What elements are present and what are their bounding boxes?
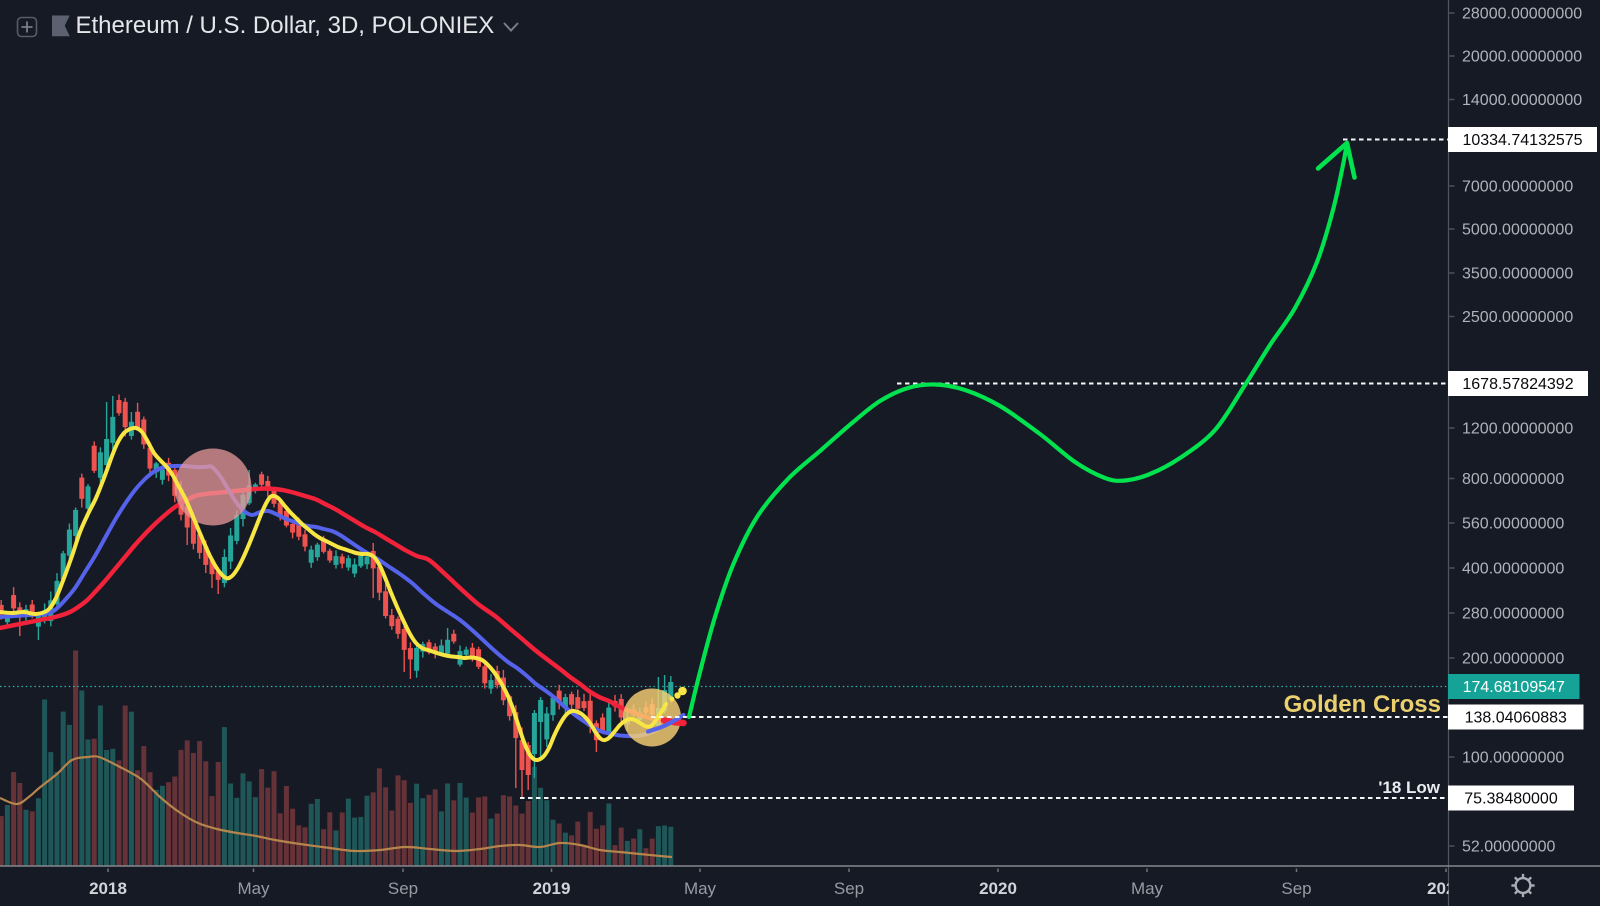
- svg-text:75.38480000: 75.38480000: [1464, 791, 1558, 808]
- svg-text:Sep: Sep: [834, 879, 864, 898]
- svg-text:28000.00000000: 28000.00000000: [1462, 6, 1582, 23]
- svg-text:10334.74132575: 10334.74132575: [1462, 132, 1582, 149]
- svg-text:2020: 2020: [979, 879, 1017, 898]
- svg-text:280.00000000: 280.00000000: [1462, 606, 1564, 623]
- svg-text:Sep: Sep: [1281, 879, 1311, 898]
- svg-text:Sep: Sep: [388, 879, 418, 898]
- svg-text:52.00000000: 52.00000000: [1462, 839, 1556, 856]
- svg-text:1200.00000000: 1200.00000000: [1462, 421, 1573, 438]
- svg-text:2018: 2018: [89, 879, 127, 898]
- svg-text:20000.00000000: 20000.00000000: [1462, 49, 1582, 66]
- svg-text:400.00000000: 400.00000000: [1462, 561, 1564, 578]
- svg-text:Golden Cross: Golden Cross: [1284, 691, 1441, 718]
- svg-text:100.00000000: 100.00000000: [1462, 750, 1564, 767]
- svg-text:Ethereum / U.S. Dollar, 3D, PO: Ethereum / U.S. Dollar, 3D, POLONIEX: [76, 12, 495, 39]
- svg-text:2500.00000000: 2500.00000000: [1462, 309, 1573, 326]
- svg-text:3500.00000000: 3500.00000000: [1462, 266, 1573, 283]
- svg-text:2019: 2019: [533, 879, 571, 898]
- svg-text:1678.57824392: 1678.57824392: [1462, 376, 1573, 393]
- svg-text:560.00000000: 560.00000000: [1462, 516, 1564, 533]
- svg-text:200.00000000: 200.00000000: [1462, 651, 1564, 668]
- svg-text:'18 Low: '18 Low: [1378, 778, 1440, 797]
- svg-text:138.04060883: 138.04060883: [1465, 710, 1567, 727]
- svg-text:5000.00000000: 5000.00000000: [1462, 222, 1573, 239]
- svg-text:14000.00000000: 14000.00000000: [1462, 92, 1582, 109]
- svg-text:May: May: [684, 879, 717, 898]
- svg-text:174.68109547: 174.68109547: [1463, 679, 1565, 696]
- svg-text:800.00000000: 800.00000000: [1462, 471, 1564, 488]
- svg-text:May: May: [237, 879, 270, 898]
- svg-text:May: May: [1131, 879, 1164, 898]
- svg-text:2021: 2021: [1427, 879, 1465, 898]
- svg-text:7000.00000000: 7000.00000000: [1462, 179, 1573, 196]
